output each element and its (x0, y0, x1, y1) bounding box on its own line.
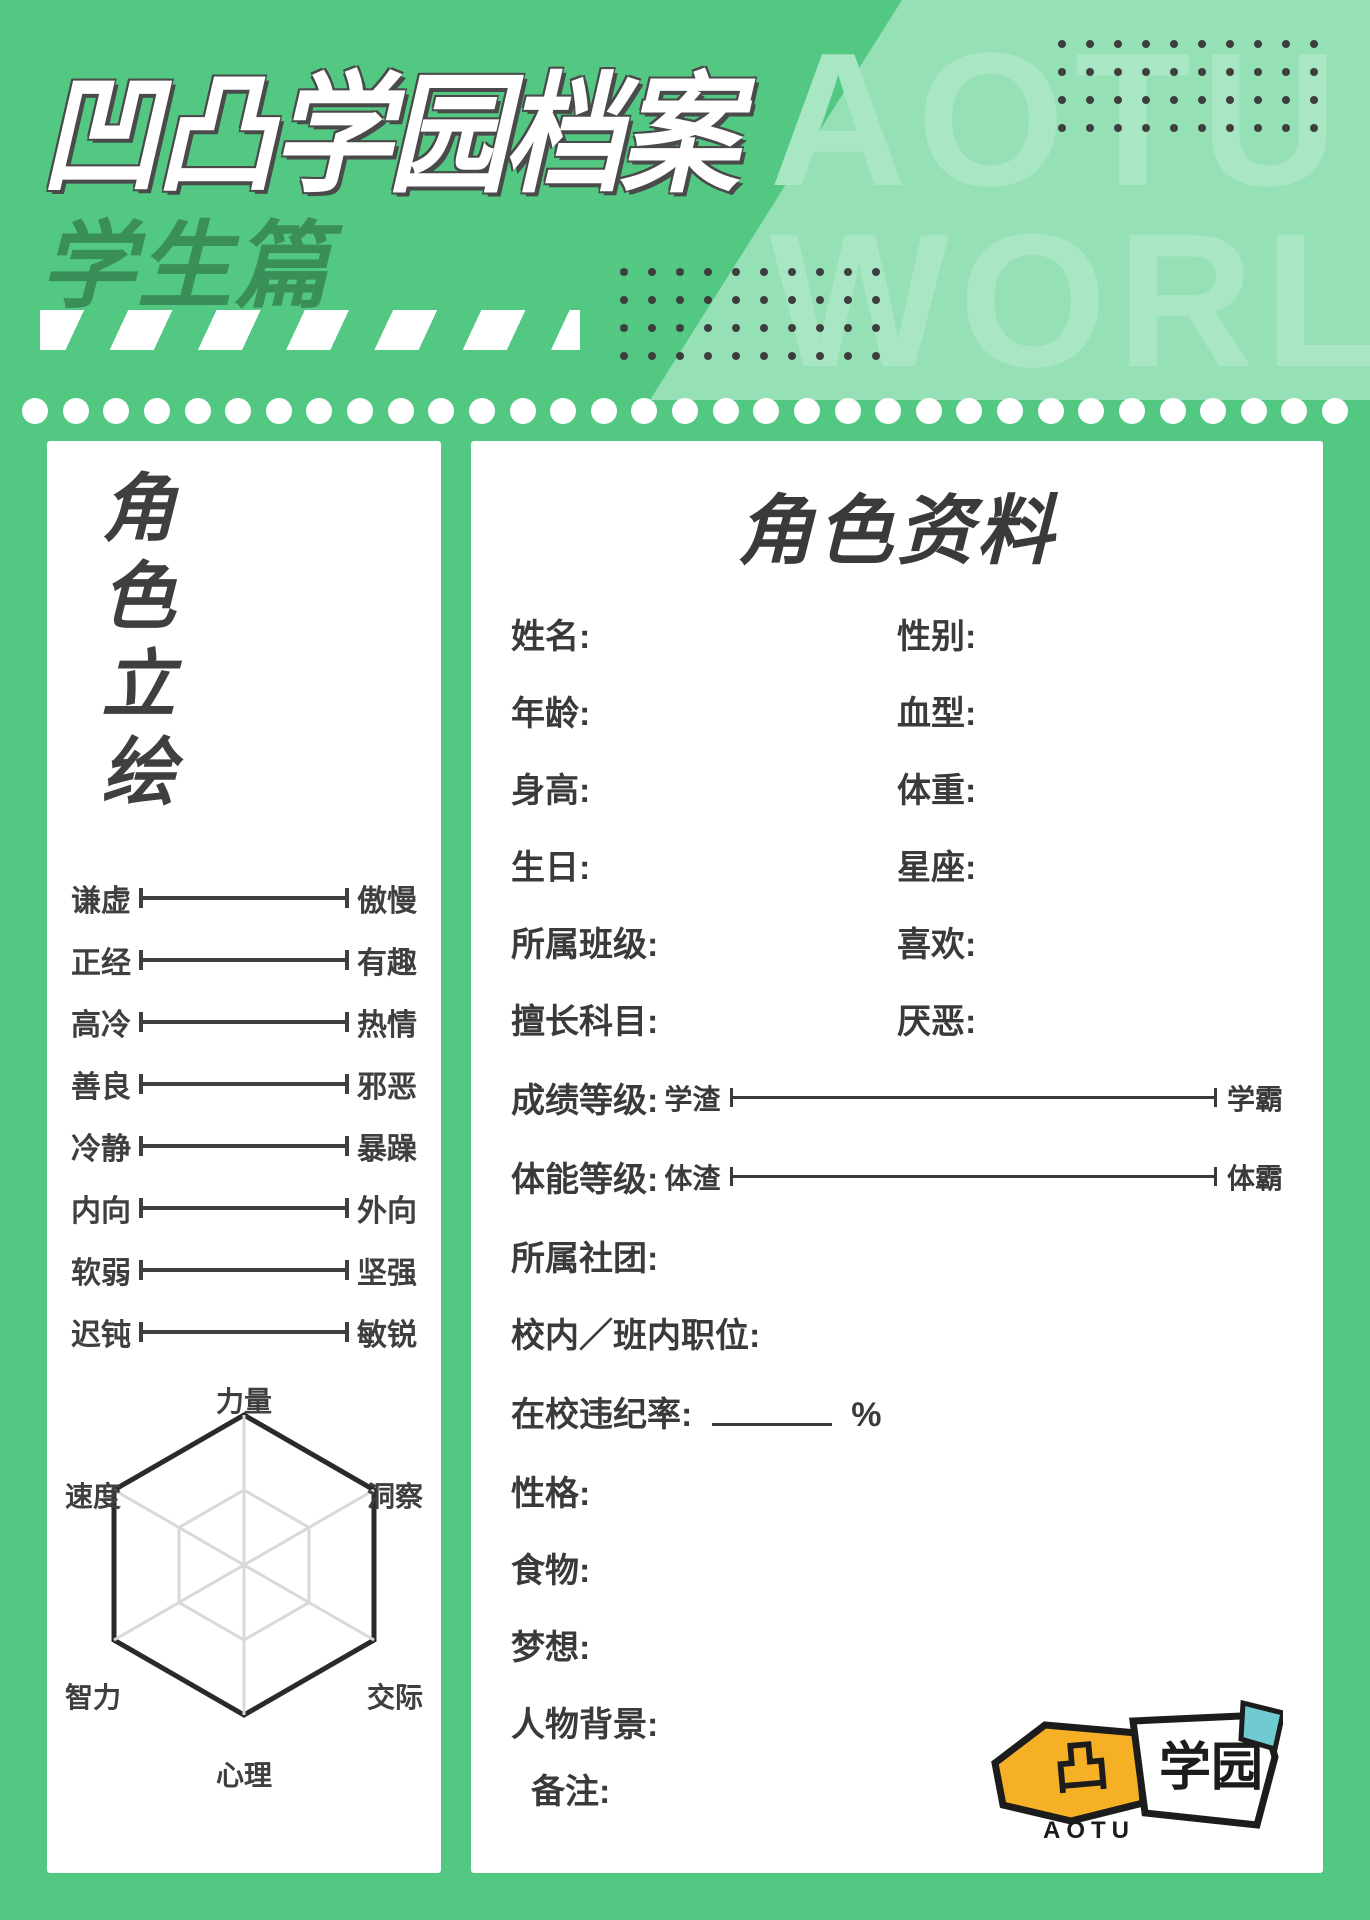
info-field: 生日: (511, 840, 897, 889)
trait-left: 内向 (71, 1186, 131, 1230)
trait-right: 傲慢 (357, 876, 417, 920)
violation-blank (712, 1423, 832, 1426)
trait-row: 正经 有趣 (71, 938, 417, 982)
slider-right-end: 学霸 (1227, 1078, 1283, 1118)
info-field: 所属班级: (511, 917, 897, 966)
violation-suffix: % (851, 1396, 881, 1434)
right-panel-title: 角色资料 (511, 469, 1283, 579)
plain-field: 校内／班内职位: (511, 1308, 1283, 1357)
right-panel: 角色资料 姓名:性别:年龄:血型:身高:体重:生日:星座:所属班级:喜欢:擅长科… (468, 438, 1326, 1876)
violation-row: 在校违纪率: % (511, 1387, 1283, 1436)
slider-bar (730, 1096, 1217, 1099)
trait-right: 热情 (357, 1000, 417, 1044)
left-panel-title: 角色立绘 (79, 469, 186, 821)
info-field: 星座: (897, 840, 1283, 889)
trait-right: 有趣 (357, 938, 417, 982)
radar-axis-label: 智力 (65, 1676, 121, 1716)
slider-row: 成绩等级:学渣 学霸 (511, 1073, 1283, 1122)
info-field: 年龄: (511, 686, 897, 735)
radar-axis-label: 力量 (216, 1380, 272, 1420)
slider-left-end: 学渣 (664, 1078, 720, 1118)
slider-row: 体能等级:体渣 体霸 (511, 1152, 1283, 1201)
radar-axis-label: 交际 (367, 1676, 423, 1716)
trait-bar (139, 958, 349, 962)
dot-pattern-top (1058, 40, 1320, 134)
trait-bar (139, 1330, 349, 1334)
trait-bar (139, 1206, 349, 1210)
trait-bar (139, 896, 349, 900)
info-field: 喜欢: (897, 917, 1283, 966)
info-field: 血型: (897, 686, 1283, 735)
trait-left: 迟钝 (71, 1310, 131, 1354)
trait-row: 迟钝 敏锐 (71, 1310, 417, 1354)
radar-axis-label: 心理 (216, 1754, 272, 1794)
trait-bar (139, 1144, 349, 1148)
trait-row: 高冷 热情 (71, 1000, 417, 1044)
radar-chart: 力量 洞察 交际 心理 智力 速度 (71, 1380, 417, 1800)
info-field: 身高: (511, 763, 897, 812)
plain-fields-1: 所属社团: 校内／班内职位: (511, 1231, 1283, 1357)
trait-right: 敏锐 (357, 1310, 417, 1354)
trait-row: 善良 邪恶 (71, 1062, 417, 1106)
footer-logo: 凸 学园 AOTU (983, 1693, 1283, 1843)
trait-row: 谦虚 傲慢 (71, 876, 417, 920)
plain-field: 性格: (511, 1466, 1283, 1515)
plain-field: 食物: (511, 1543, 1283, 1592)
trait-list: 谦虚 傲慢正经 有趣高冷 热情善良 邪恶冷静 暴躁内向 外向软弱 坚强迟钝 敏锐 (71, 876, 417, 1354)
trait-row: 软弱 坚强 (71, 1248, 417, 1292)
trait-right: 外向 (357, 1186, 417, 1230)
trait-right: 邪恶 (357, 1062, 417, 1106)
info-field: 体重: (897, 763, 1283, 812)
hazard-stripe-decoration (40, 310, 580, 350)
slider-right-end: 体霸 (1227, 1157, 1283, 1197)
content-area: 角色立绘 谦虚 傲慢正经 有趣高冷 热情善良 邪恶冷静 暴躁内向 外向软弱 坚强迟钝 敏锐 力量… (0, 410, 1370, 1920)
info-field: 厌恶: (897, 994, 1283, 1043)
trait-bar (139, 1082, 349, 1086)
dot-pattern-mid (620, 268, 882, 362)
plain-field: 所属社团: (511, 1231, 1283, 1280)
violation-label: 在校违纪率: (511, 1396, 692, 1434)
radar-axis-label: 速度 (65, 1475, 121, 1515)
radar-axis-label: 洞察 (367, 1475, 423, 1515)
left-panel: 角色立绘 谦虚 傲慢正经 有趣高冷 热情善良 邪恶冷静 暴躁内向 外向软弱 坚强迟钝 敏锐 力量… (44, 438, 444, 1876)
slider-label: 成绩等级: (511, 1073, 658, 1122)
slider-left-end: 体渣 (664, 1157, 720, 1197)
trait-left: 善良 (71, 1062, 131, 1106)
plain-field: 梦想: (511, 1620, 1283, 1669)
slider-label: 体能等级: (511, 1152, 658, 1201)
trait-bar (139, 1020, 349, 1024)
info-field: 性别: (897, 609, 1283, 658)
trait-right: 坚强 (357, 1248, 417, 1292)
trait-left: 谦虚 (71, 876, 131, 920)
svg-text:AOTU: AOTU (1043, 1817, 1135, 1843)
radar-svg (74, 1380, 414, 1740)
info-field: 擅长科目: (511, 994, 897, 1043)
page-subtitle: 学生篇 (40, 190, 331, 327)
trait-left: 冷静 (71, 1124, 131, 1168)
slider-bar (730, 1175, 1217, 1178)
note-label: 备注: (531, 1764, 610, 1813)
trait-left: 正经 (71, 938, 131, 982)
svg-text:凸: 凸 (1051, 1733, 1112, 1801)
trait-left: 高冷 (71, 1000, 131, 1044)
trait-bar (139, 1268, 349, 1272)
trait-row: 内向 外向 (71, 1186, 417, 1230)
trait-row: 冷静 暴躁 (71, 1124, 417, 1168)
svg-text:学园: 学园 (1159, 1739, 1263, 1797)
trait-left: 软弱 (71, 1248, 131, 1292)
info-grid: 姓名:性别:年龄:血型:身高:体重:生日:星座:所属班级:喜欢:擅长科目:厌恶: (511, 609, 1283, 1043)
info-field: 姓名: (511, 609, 897, 658)
slider-section: 成绩等级:学渣 学霸体能等级:体渣 体霸 (511, 1073, 1283, 1201)
trait-right: 暴躁 (357, 1124, 417, 1168)
